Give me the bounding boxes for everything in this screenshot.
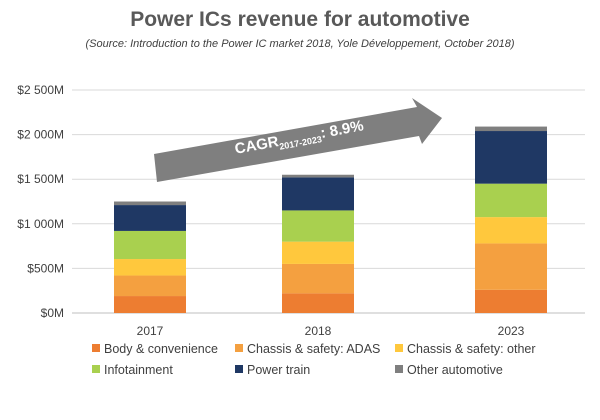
legend-label: Power train bbox=[247, 363, 311, 377]
bar-segment bbox=[282, 210, 354, 242]
legend-item: Power train bbox=[235, 363, 310, 377]
legend-item: Body & convenience bbox=[92, 342, 218, 356]
cagr-arrow-shape bbox=[154, 98, 442, 182]
y-tick-label: $0M bbox=[41, 306, 64, 320]
bar-segment bbox=[114, 259, 186, 276]
chart-subtitle: (Source: Introduction to the Power IC ma… bbox=[85, 38, 515, 50]
x-tick-label: 2017 bbox=[137, 324, 164, 338]
legend-swatch bbox=[395, 365, 403, 373]
bar-segment bbox=[114, 230, 186, 260]
y-tick-label: $1 500M bbox=[17, 172, 64, 186]
legend-item: Other automotive bbox=[395, 363, 503, 377]
bar-segment bbox=[282, 174, 354, 178]
legend-swatch bbox=[395, 344, 403, 352]
legend-item: Infotainment bbox=[92, 363, 173, 377]
bar-segment bbox=[114, 296, 186, 313]
legend-label: Chassis & safety: other bbox=[407, 342, 536, 356]
bar-segment bbox=[282, 241, 354, 264]
bar-segment bbox=[114, 201, 186, 206]
bar-segment bbox=[282, 293, 354, 313]
y-axis-ticks: $0M $500M $1 000M $1 500M $2 000M $2 500M bbox=[17, 83, 64, 320]
bar-segment bbox=[282, 263, 354, 294]
legend-label: Other automotive bbox=[407, 363, 503, 377]
legend-label: Body & convenience bbox=[104, 342, 218, 356]
bar-segment bbox=[475, 126, 547, 132]
x-axis-ticks: 2017 2018 2023 bbox=[137, 324, 525, 338]
x-tick-label: 2023 bbox=[498, 324, 525, 338]
bars bbox=[114, 126, 547, 313]
y-tick-label: $500M bbox=[27, 261, 64, 275]
legend-swatch bbox=[92, 344, 100, 352]
bar-segment bbox=[475, 183, 547, 218]
bar-segment bbox=[475, 217, 547, 244]
bar-segment bbox=[475, 131, 547, 184]
legend-item: Chassis & safety: ADAS bbox=[235, 342, 380, 356]
bar-segment bbox=[114, 275, 186, 297]
legend-label: Chassis & safety: ADAS bbox=[247, 342, 381, 356]
bar-segment bbox=[475, 289, 547, 313]
y-tick-label: $2 000M bbox=[17, 128, 64, 142]
legend-item: Chassis & safety: other bbox=[395, 342, 536, 356]
legend-swatch bbox=[235, 344, 243, 352]
bar-segment bbox=[282, 177, 354, 211]
chart-title: Power ICs revenue for automotive bbox=[130, 8, 470, 31]
bar-segment bbox=[114, 205, 186, 231]
cagr-arrow: CAGR2017-2023: 8.9% bbox=[154, 98, 442, 182]
y-tick-label: $1 000M bbox=[17, 217, 64, 231]
y-tick-label: $2 500M bbox=[17, 83, 64, 97]
legend-swatch bbox=[235, 365, 243, 373]
legend-swatch bbox=[92, 365, 100, 373]
x-tick-label: 2018 bbox=[305, 324, 332, 338]
legend-label: Infotainment bbox=[104, 363, 173, 377]
bar-segment bbox=[475, 243, 547, 290]
